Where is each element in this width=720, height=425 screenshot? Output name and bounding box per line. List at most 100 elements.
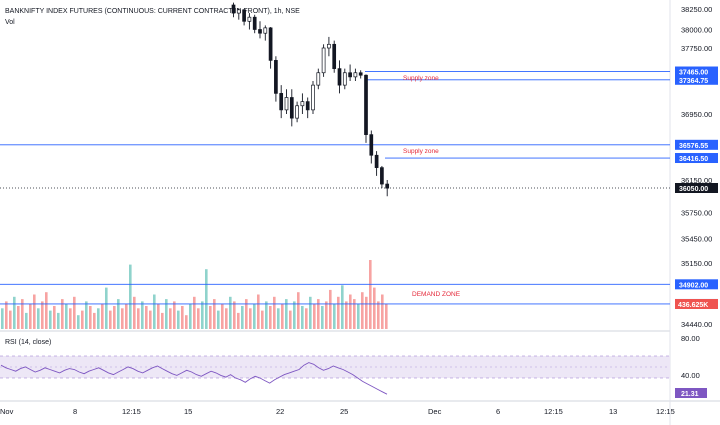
y-tick-label: 37750.00	[681, 44, 712, 53]
y-tick-label: 35450.00	[681, 235, 712, 244]
volume-bar	[161, 312, 164, 329]
volume-bar	[213, 299, 216, 329]
volume-bar	[61, 299, 64, 329]
volume-bar	[361, 292, 364, 329]
volume-bar	[9, 310, 12, 329]
volume-bar	[185, 315, 188, 329]
x-axis-label: Nov	[0, 407, 14, 416]
volume-bar	[253, 303, 256, 329]
level-price-text: 36416.50	[679, 156, 708, 163]
volume-bar	[277, 308, 280, 329]
candle-body	[300, 101, 305, 107]
x-axis-label: 22	[276, 407, 284, 416]
candle-body	[358, 72, 363, 76]
volume-bar	[321, 306, 324, 329]
candle-body	[236, 9, 241, 14]
x-axis-label: 6	[496, 407, 500, 416]
volume-bar	[37, 308, 40, 329]
volume-bar	[25, 312, 28, 329]
volume-bar	[29, 303, 32, 329]
y-tick-label: 36950.00	[681, 110, 712, 119]
candle-body	[295, 105, 299, 119]
volume-bar	[373, 287, 376, 329]
y-tick-label: 35750.00	[681, 209, 712, 218]
volume-bar	[325, 301, 328, 329]
volume-bar	[289, 310, 292, 329]
volume-bar	[173, 301, 176, 329]
volume-bar	[217, 310, 220, 329]
volume-bar	[149, 310, 152, 329]
volume-label: Vol	[5, 19, 15, 26]
y-tick-label: 38250.00	[681, 5, 712, 14]
volume-bar	[137, 308, 140, 329]
volume-bar	[45, 292, 48, 329]
level-price-tag	[675, 139, 718, 150]
volume-bar	[345, 301, 348, 329]
chart-title: BANKNIFTY INDEX FUTURES (CONTINUOUS: CUR…	[5, 8, 300, 15]
x-axis-label: 15	[184, 407, 192, 416]
volume-bar	[357, 303, 360, 329]
volume-bar	[265, 301, 268, 329]
volume-bar	[341, 285, 344, 329]
level-price-tag	[675, 153, 718, 164]
volume-bar	[257, 294, 260, 329]
volume-bar	[241, 306, 244, 329]
volume-bar	[233, 301, 236, 329]
candle-body	[332, 43, 337, 69]
x-axis-label: 8	[73, 407, 77, 416]
candle-body	[380, 167, 384, 185]
volume-bar	[313, 303, 316, 329]
y-tick-label: 34440.00	[681, 320, 712, 329]
price-axis: 38250.00 38000.00 37750.00 36950.00 36150.00…	[681, 5, 712, 329]
volume-bar	[385, 303, 388, 329]
volume-bar	[177, 310, 180, 329]
volume-tag-text: 436.625K	[678, 302, 708, 309]
candle-body	[374, 154, 379, 168]
volume-bar	[129, 264, 132, 329]
volume-bar	[229, 296, 232, 329]
volume-bar	[237, 312, 240, 329]
candle-body	[337, 68, 342, 86]
volume-bar	[221, 303, 224, 329]
volume-bar	[189, 303, 192, 329]
rsi-tick: 80.00	[681, 334, 700, 343]
volume-bar	[309, 296, 312, 329]
volume-bar	[209, 306, 212, 329]
rsi-line	[0, 362, 388, 395]
level-price-text: 36576.55	[679, 143, 708, 150]
x-axis-label: 12:15	[122, 407, 141, 416]
rsi-value-text: 21.31	[681, 391, 699, 398]
volume-bar	[197, 308, 200, 329]
zone-label: DEMAND ZONE	[412, 291, 461, 298]
volume-bar	[193, 296, 196, 329]
volume-tag	[675, 299, 718, 309]
volume-bar	[13, 296, 16, 329]
candle-body	[316, 72, 321, 86]
candle-body	[321, 47, 326, 74]
x-axis-label: Dec	[428, 407, 442, 416]
volume-bar	[21, 299, 24, 329]
level-price-text: 34902.00	[679, 282, 708, 289]
candle-body	[258, 29, 262, 34]
volume-bar	[365, 296, 368, 329]
candle-body	[252, 16, 257, 30]
volume-bar	[157, 303, 160, 329]
rsi-label: RSI (14, close)	[5, 339, 51, 346]
x-axis-label: 25	[340, 407, 348, 416]
volume-bar	[273, 296, 276, 329]
volume-bar	[333, 303, 336, 329]
volume-bar	[381, 294, 384, 329]
level-price-text: 37364.75	[679, 78, 708, 85]
volume-bar	[317, 299, 320, 329]
candle-body	[263, 27, 268, 34]
volume-bar	[49, 310, 52, 329]
candle-body	[327, 43, 331, 49]
volume-bar	[305, 308, 308, 329]
volume-bar	[57, 312, 60, 329]
volume-bar	[181, 306, 184, 329]
volume-bar	[281, 303, 284, 329]
volume-bar	[165, 299, 168, 329]
